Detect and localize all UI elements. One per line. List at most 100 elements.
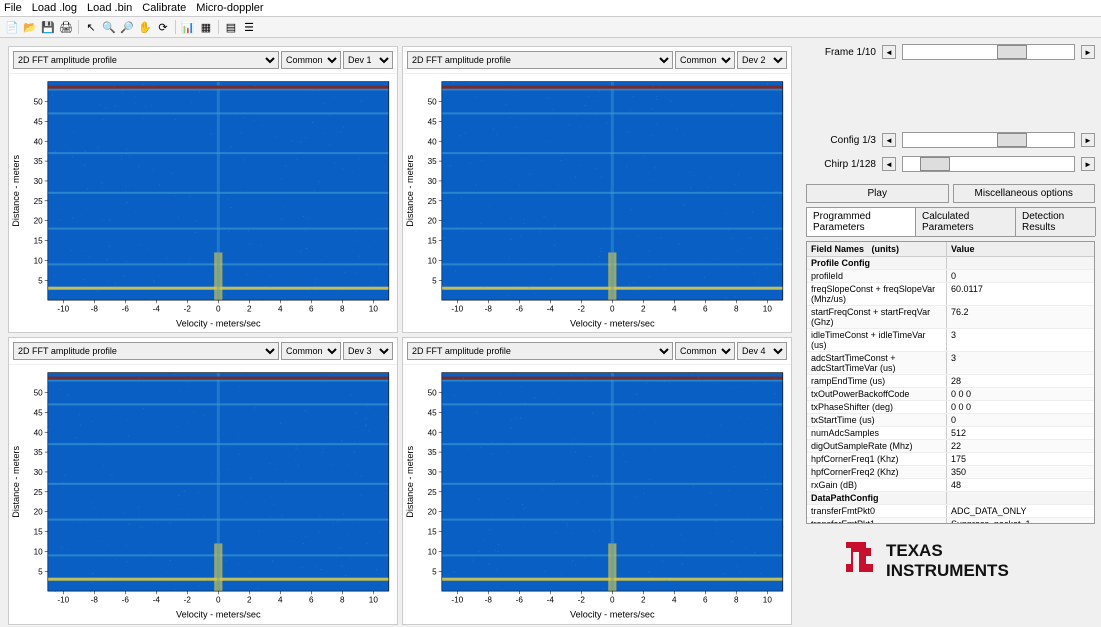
common-select[interactable]: Common (281, 342, 341, 360)
param-row: idleTimeConst + idleTimeVar (us)3 (807, 329, 1094, 352)
menu-file[interactable]: File (4, 2, 22, 14)
svg-text:8: 8 (340, 304, 345, 313)
tab-programmed[interactable]: Programmed Parameters (806, 207, 916, 236)
svg-text:30: 30 (428, 177, 438, 186)
legend-icon[interactable]: ▦ (198, 19, 214, 35)
config-slider[interactable] (902, 132, 1075, 148)
svg-text:25: 25 (34, 197, 44, 206)
param-name: numAdcSamples (807, 427, 947, 439)
svg-text:40: 40 (34, 429, 44, 438)
tab-detection[interactable]: Detection Results (1015, 207, 1096, 236)
svg-text:Velocity - meters/sec: Velocity - meters/sec (570, 319, 655, 329)
misc-options-button[interactable]: Miscellaneous options (953, 184, 1096, 203)
datatip-icon[interactable]: 📊 (180, 19, 196, 35)
header-value: Value (947, 242, 1094, 256)
param-name: rampEndTime (us) (807, 375, 947, 387)
profile-select[interactable]: 2D FFT amplitude profile (407, 51, 673, 69)
param-value: 48 (947, 479, 1094, 491)
plot-panel-0: 2D FFT amplitude profileCommonDev 1-10-8… (8, 46, 398, 333)
svg-text:40: 40 (428, 429, 438, 438)
param-value: 350 (947, 466, 1094, 478)
menu-load-log[interactable]: Load .log (32, 2, 77, 14)
param-value: 60.0117 (947, 283, 1094, 305)
frame-slider[interactable] (902, 44, 1075, 60)
param-name: freqSlopeConst + freqSlopeVar (Mhz/us) (807, 283, 947, 305)
cursor-icon[interactable]: ↖ (83, 19, 99, 35)
dev-select[interactable]: Dev 2 (737, 51, 787, 69)
pan-icon[interactable]: ✋ (137, 19, 153, 35)
param-name: transferFmtPkt0 (807, 505, 947, 517)
plot-controls: 2D FFT amplitude profileCommonDev 2 (403, 47, 791, 74)
plot-panel-1: 2D FFT amplitude profileCommonDev 2-10-8… (402, 46, 792, 333)
param-row: profileId0 (807, 270, 1094, 283)
svg-text:0: 0 (216, 304, 221, 313)
param-name: hpfCornerFreq2 (Khz) (807, 466, 947, 478)
svg-text:-2: -2 (578, 304, 586, 313)
config-prev-button[interactable]: ◄ (882, 133, 896, 147)
param-name: idleTimeConst + idleTimeVar (us) (807, 329, 947, 351)
param-row: hpfCornerFreq1 (Khz)175 (807, 453, 1094, 466)
profile-select[interactable]: 2D FFT amplitude profile (13, 342, 279, 360)
param-value: Suppress_packet_1 (947, 518, 1094, 524)
param-name: profileId (807, 270, 947, 282)
common-select[interactable]: Common (675, 342, 735, 360)
svg-text:15: 15 (34, 237, 44, 246)
zoom-out-icon[interactable]: 🔎 (119, 19, 135, 35)
svg-text:30: 30 (34, 177, 44, 186)
menu-load-bin[interactable]: Load .bin (87, 2, 132, 14)
param-value: 76.2 (947, 306, 1094, 328)
open-icon[interactable]: 📂 (22, 19, 38, 35)
svg-text:20: 20 (428, 508, 438, 517)
param-row: txStartTime (us)0 (807, 414, 1094, 427)
new-icon[interactable]: 📄 (4, 19, 20, 35)
menu-micro-doppler[interactable]: Micro-doppler (196, 2, 263, 14)
menu-calibrate[interactable]: Calibrate (142, 2, 186, 14)
tab-calculated[interactable]: Calculated Parameters (915, 207, 1016, 236)
frame-next-button[interactable]: ► (1081, 45, 1095, 59)
svg-text:50: 50 (428, 98, 438, 107)
chirp-next-button[interactable]: ► (1081, 157, 1095, 171)
grid-icon[interactable]: ▤ (223, 19, 239, 35)
plot-controls: 2D FFT amplitude profileCommonDev 1 (9, 47, 397, 74)
plot-panel-3: 2D FFT amplitude profileCommonDev 4-10-8… (402, 337, 792, 624)
svg-text:35: 35 (34, 448, 44, 457)
svg-text:4: 4 (672, 304, 677, 313)
svg-text:10: 10 (428, 548, 438, 557)
param-name: txOutPowerBackoffCode (807, 388, 947, 400)
svg-text:10: 10 (34, 548, 44, 557)
svg-text:10: 10 (763, 304, 773, 313)
param-section: DataPathConfig (807, 492, 1094, 505)
common-select[interactable]: Common (675, 51, 735, 69)
print-icon[interactable]: 🖨 (58, 19, 74, 35)
zoom-in-icon[interactable]: 🔍 (101, 19, 117, 35)
save-icon[interactable]: 💾 (40, 19, 56, 35)
param-value: 175 (947, 453, 1094, 465)
list-icon[interactable]: ☰ (241, 19, 257, 35)
frame-prev-button[interactable]: ◄ (882, 45, 896, 59)
dev-select[interactable]: Dev 4 (737, 342, 787, 360)
dev-select[interactable]: Dev 1 (343, 51, 393, 69)
svg-text:45: 45 (34, 117, 44, 126)
play-button[interactable]: Play (806, 184, 949, 203)
profile-select[interactable]: 2D FFT amplitude profile (13, 51, 279, 69)
svg-text:10: 10 (428, 256, 438, 265)
chirp-slider[interactable] (902, 156, 1075, 172)
svg-text:40: 40 (428, 137, 438, 146)
toolbar-sep (218, 20, 219, 34)
plot-controls: 2D FFT amplitude profileCommonDev 3 (9, 338, 397, 365)
range-doppler-heatmap: -10-8-6-4-202468105101520253035404550Vel… (9, 74, 397, 332)
svg-text:4: 4 (278, 304, 283, 313)
param-name: digOutSampleRate (Mhz) (807, 440, 947, 452)
chirp-prev-button[interactable]: ◄ (882, 157, 896, 171)
param-value: 3 (947, 329, 1094, 351)
param-name: txStartTime (us) (807, 414, 947, 426)
config-next-button[interactable]: ► (1081, 133, 1095, 147)
common-select[interactable]: Common (281, 51, 341, 69)
dev-select[interactable]: Dev 3 (343, 342, 393, 360)
button-row: Play Miscellaneous options (806, 184, 1095, 203)
svg-text:20: 20 (34, 217, 44, 226)
rotate-icon[interactable]: ⟳ (155, 19, 171, 35)
param-row: adcStartTimeConst + adcStartTimeVar (us)… (807, 352, 1094, 375)
svg-text:15: 15 (428, 237, 438, 246)
profile-select[interactable]: 2D FFT amplitude profile (407, 342, 673, 360)
